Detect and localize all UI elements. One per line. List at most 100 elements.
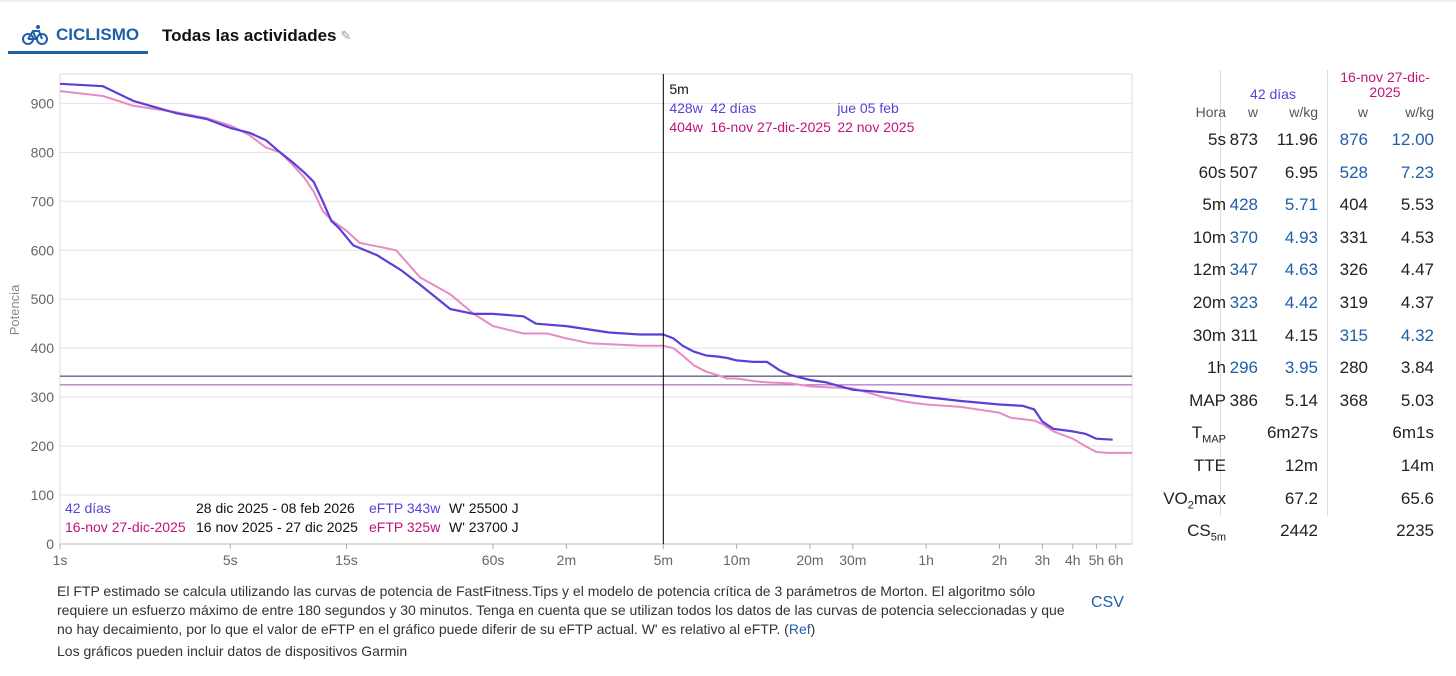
x-tick-label: 5m <box>654 552 673 568</box>
tab-cycling-label: CICLISMO <box>56 24 140 44</box>
x-tick-label: 5s <box>223 552 238 568</box>
header-period-2: 16-nov 27-dic-2025 <box>1340 69 1430 100</box>
chart-legend: 42 días 28 dic 2025 - 08 feb 2026 eFTP 343… <box>65 500 519 535</box>
x-tick-label: 5h <box>1089 552 1105 568</box>
footer-description: El FTP estimado se calcula utilizando la… <box>57 582 1067 639</box>
cell-w-2: 315 <box>1339 325 1368 345</box>
y-axis-label: Potencia <box>7 284 22 335</box>
x-tick-label: 1s <box>53 552 68 568</box>
cell-value-1: 67.2 <box>1284 488 1318 508</box>
cell-w-2: 280 <box>1339 358 1368 378</box>
legend-name: 42 días <box>65 500 111 516</box>
cell-wkg-1: 5.71 <box>1284 195 1318 215</box>
cursor-s1-date: jue 05 feb <box>836 100 899 116</box>
x-tick-label: 10m <box>723 552 750 568</box>
pencil-icon[interactable]: ✎ <box>340 28 352 43</box>
legend-eftp: eFTP 343w <box>369 500 441 516</box>
row-label-main: T <box>1191 423 1203 443</box>
x-tick-label: 1h <box>918 552 934 568</box>
tab-cycling[interactable]: CICLISMO <box>8 18 148 54</box>
row-label: MAP <box>1189 390 1226 410</box>
x-tick-label: 60s <box>482 552 505 568</box>
cell-value-2: 65.6 <box>1400 488 1434 508</box>
x-axis-ticks: 1s 5s 15s 60s 2m 5m 10m 20m 30m 1h 2h 3h 4h 5h 6h <box>53 552 1124 568</box>
x-tick-label: 3h <box>1035 552 1051 568</box>
x-tick-label: 2h <box>992 552 1008 568</box>
top-divider <box>0 0 1456 2</box>
legend-eftp: eFTP 325w <box>369 519 441 535</box>
legend-range: 16 nov 2025 - 27 dic 2025 <box>196 519 358 535</box>
row-label-sub: 2 <box>1187 498 1194 511</box>
row-label-sub: 5m <box>1210 531 1226 544</box>
eftp-lines <box>60 375 1132 386</box>
cell-wkg-2: 5.03 <box>1400 390 1434 410</box>
header-time: Hora <box>1195 104 1226 120</box>
stats-table: Hora 42 días 16-nov 27-dic-2025 w w/kg w… <box>1140 60 1450 550</box>
y-tick-label: 600 <box>31 242 55 258</box>
header-wkg-1: w/kg <box>1289 104 1318 120</box>
x-tick-label: 30m <box>839 552 866 568</box>
table-divider <box>1220 70 1221 516</box>
cell-w-2: 331 <box>1339 227 1368 247</box>
row-label: 30m <box>1192 325 1226 345</box>
cell-w-2: 319 <box>1339 293 1368 312</box>
cell-wkg-1: 4.15 <box>1284 325 1318 345</box>
cell-value-1: 12m <box>1284 456 1318 475</box>
cell-wkg-1: 6.95 <box>1284 162 1318 182</box>
cell-w-2: 528 <box>1339 162 1368 182</box>
cell-wkg-2: 7.23 <box>1400 162 1434 182</box>
cell-value-2: 14m <box>1400 456 1434 475</box>
cell-wkg-1: 4.42 <box>1284 293 1318 312</box>
footer-text-close: ) <box>810 621 816 637</box>
legend-wprime: W' 23700 J <box>449 519 519 535</box>
power-curve-chart[interactable]: 0 100 200 300 400 500 600 700 800 900 1s 5s 15s 60s 2… <box>0 60 1140 575</box>
y-tick-label: 0 <box>46 536 54 552</box>
cursor-s2-name: 16-nov 27-dic-2025 <box>710 119 831 135</box>
cell-wkg-2: 3.84 <box>1400 358 1434 378</box>
row-label: CS5m <box>1142 521 1226 543</box>
x-tick-label: 6h <box>1108 552 1124 568</box>
row-label-main: CS <box>1187 521 1211 541</box>
row-label: 5m <box>1202 195 1226 215</box>
cell-wkg-2: 4.32 <box>1400 325 1434 345</box>
x-tick-label: 20m <box>796 552 823 568</box>
csv-button[interactable]: CSV <box>1091 594 1124 611</box>
header-wkg-2: w/kg <box>1405 104 1434 120</box>
cell-w-1: 296 <box>1229 358 1258 378</box>
tab-all-label: Todas las actividades <box>162 26 337 45</box>
x-tick-label: 2m <box>557 552 576 568</box>
cell-wkg-1: 4.63 <box>1284 260 1318 280</box>
cell-w-1: 311 <box>1230 325 1258 345</box>
cursor-s2-value: 404w <box>669 119 703 135</box>
row-label: 20m <box>1192 293 1226 312</box>
cell-w-1: 428 <box>1229 195 1258 215</box>
cell-wkg-2: 4.53 <box>1400 227 1434 247</box>
row-label: VO2max <box>1142 489 1226 511</box>
cursor-s2-date: 22 nov 2025 <box>837 119 914 135</box>
cell-value-1: 2442 <box>1280 521 1318 541</box>
series-line-2 <box>59 90 1132 454</box>
cursor-s1-value: 428w <box>669 100 703 116</box>
row-label: 12m <box>1192 260 1226 280</box>
cell-w-1: 873 <box>1229 130 1258 149</box>
legend-name: 16-nov 27-dic-2025 <box>65 519 186 535</box>
plot-frame <box>59 73 1133 545</box>
row-label: TTE <box>1142 456 1226 476</box>
cell-wkg-1: 11.96 <box>1276 130 1318 149</box>
cell-wkg-1: 4.93 <box>1284 227 1318 247</box>
ref-link[interactable]: Ref <box>788 621 811 637</box>
y-tick-label: 300 <box>31 389 55 405</box>
row-label-tail: max <box>1193 488 1226 508</box>
row-label-main: TTE <box>1193 456 1226 475</box>
row-label: 1h <box>1207 358 1226 378</box>
table-divider <box>1327 70 1328 516</box>
chart-grid <box>59 73 1133 549</box>
row-label: 10m <box>1192 227 1226 247</box>
y-tick-label: 800 <box>31 144 55 160</box>
cell-value-2: 6m1s <box>1392 423 1434 443</box>
cell-w-2: 404 <box>1339 195 1368 215</box>
y-tick-label: 200 <box>31 438 55 454</box>
tab-all-activities[interactable]: Todas las actividades ✎ <box>162 18 351 54</box>
y-tick-label: 500 <box>31 291 55 307</box>
cell-w-2: 368 <box>1339 390 1368 410</box>
